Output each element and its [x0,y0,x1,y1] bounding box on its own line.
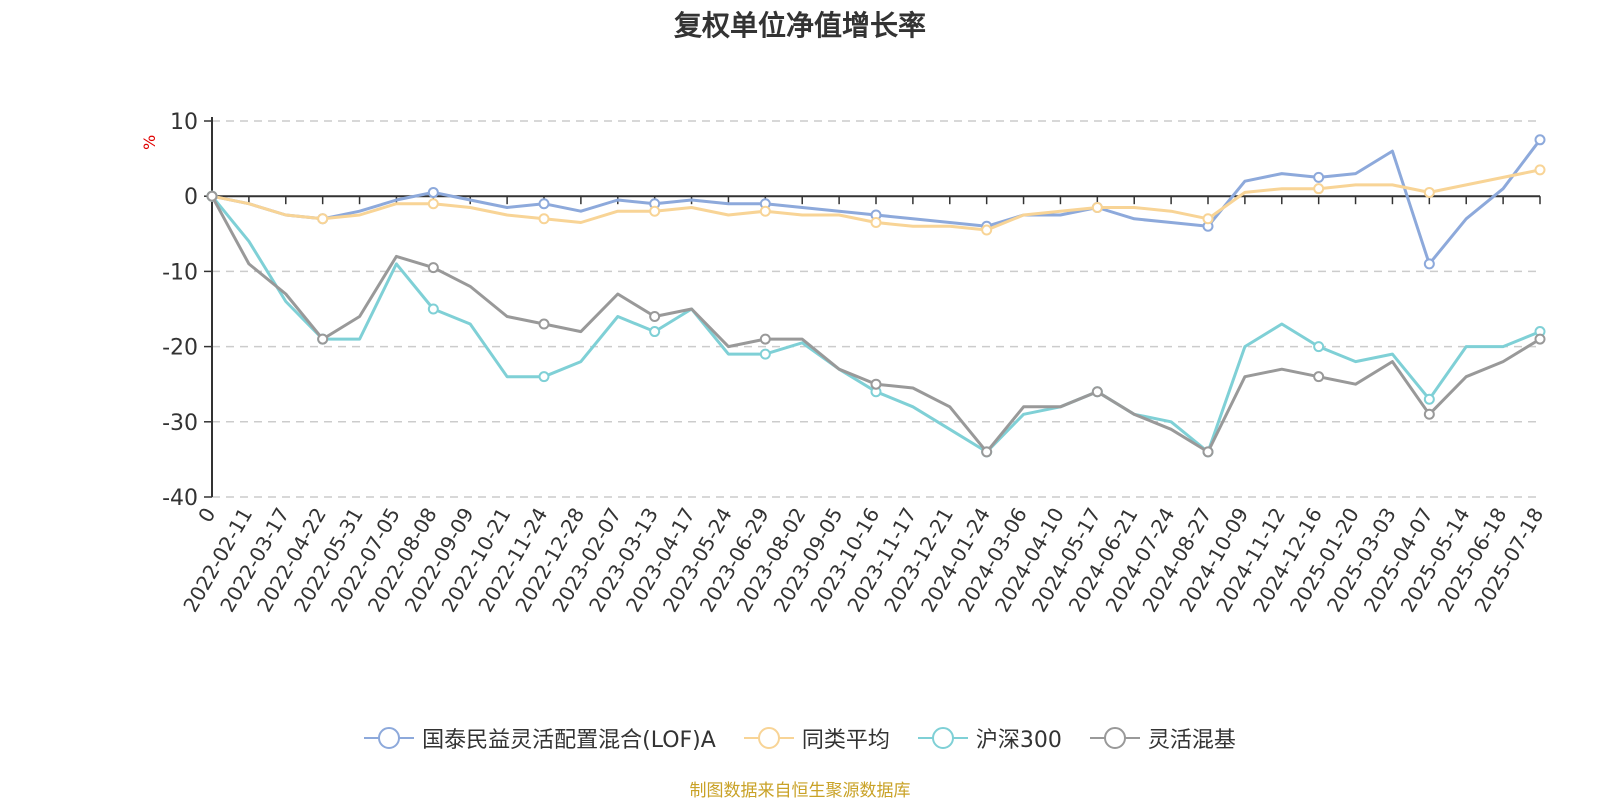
data-point [1534,164,1546,176]
data-point [870,378,882,390]
data-point [317,213,329,225]
chart-title: 复权单位净值增长率 [673,9,926,42]
legend-circle-2 [931,727,954,749]
legend-swatch-icon [364,727,415,749]
legend-item-peer-average[interactable]: 同类平均 [743,722,890,754]
data-point [427,262,439,274]
legend-circle-1 [757,727,780,749]
y-tick-label: -10 [162,260,198,285]
data-point [1423,258,1435,270]
data-point [1423,408,1435,420]
data-point [206,190,218,202]
legend-circle-3 [1103,727,1126,749]
data-point [1423,186,1435,198]
data-point [1423,393,1435,405]
y-tick-label: -20 [162,336,198,361]
series-line [210,195,1541,454]
data-point [649,205,661,217]
data-point [759,348,771,360]
data-point [427,186,439,198]
legend-swatch-icon [1089,727,1140,749]
data-point [981,446,993,458]
data-point [1534,333,1546,345]
data-point [1091,201,1103,213]
data-point [1202,446,1214,458]
data-point [759,205,771,217]
data-point [538,318,550,330]
data-point [427,198,439,210]
x-tick-label: 0 [193,504,220,527]
legend-item-hs300[interactable]: 沪深300 [917,722,1062,754]
legend-swatch-icon [743,727,794,749]
legend-label: 国泰民益灵活配置混合(LOF)A [422,728,716,753]
data-point [317,333,329,345]
series-3 [206,190,1546,458]
data-point [649,311,661,323]
data-point [649,326,661,338]
legend-item-flexible-mixed[interactable]: 灵活混基 [1089,722,1236,754]
y-axis-unit-label: % [140,134,159,150]
legend-label: 沪深300 [975,728,1062,753]
y-tick-label: -40 [162,486,198,511]
y-tick-label: -30 [162,411,198,436]
data-point [1202,213,1214,225]
legend-label: 同类平均 [801,728,890,753]
data-point [759,333,771,345]
legend-label: 灵活混基 [1147,728,1236,753]
source-note: 制图数据来自恒生聚源数据库 [689,781,911,801]
data-point [1313,171,1325,183]
data-point [981,224,993,236]
data-point [1313,183,1325,195]
data-point [538,371,550,383]
y-tick-label: 0 [184,185,198,210]
data-point [1534,134,1546,146]
y-tick-label: 10 [170,110,198,135]
data-point [1313,341,1325,353]
legend-item-fund[interactable]: 国泰民益灵活配置混合(LOF)A [364,722,716,754]
data-point [538,213,550,225]
series-line [210,195,1541,454]
data-point [427,303,439,315]
chart-legend: 国泰民益灵活配置混合(LOF)A 同类平均 沪深300 灵活混基 [0,722,1600,754]
legend-swatch-icon [917,727,968,749]
legend-circle-0 [378,727,401,749]
data-point [870,217,882,229]
series-2 [206,190,1546,458]
data-point [538,198,550,210]
data-point [1091,386,1103,398]
data-point [1313,371,1325,383]
